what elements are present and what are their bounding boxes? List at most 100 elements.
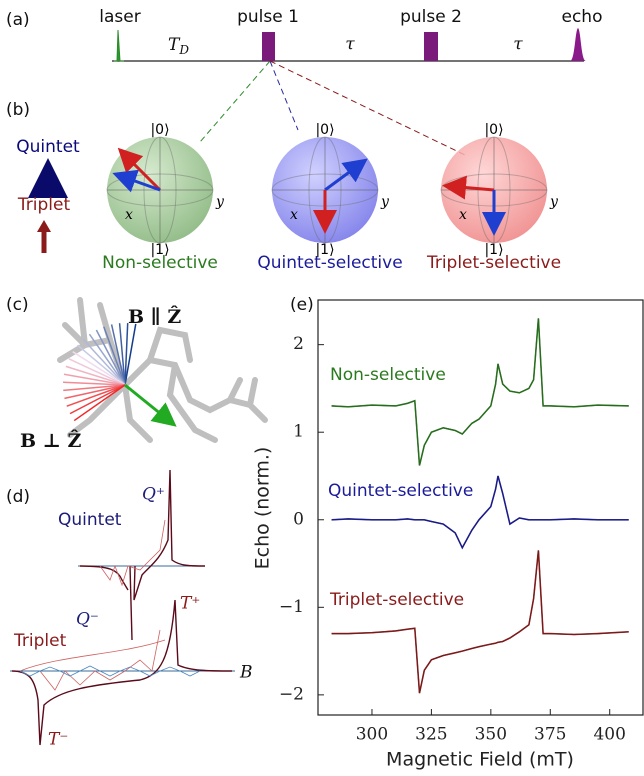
fan-ray xyxy=(118,323,126,386)
quintet-spectrum xyxy=(79,469,206,641)
delay-symbol: T xyxy=(168,35,181,55)
laser-label: laser xyxy=(99,7,140,27)
triplet-label: Triplet xyxy=(17,195,71,215)
connector xyxy=(269,60,466,156)
fit-curve xyxy=(331,550,629,694)
x-axis-letter: x xyxy=(290,207,298,223)
t-plus: T⁺ xyxy=(180,594,200,614)
x-tick-label: 350 xyxy=(475,725,507,745)
fan-ray xyxy=(66,384,126,407)
q-minus: Q⁻ xyxy=(76,610,99,630)
parallel-label: B ∥ Ẑ xyxy=(128,305,181,328)
panel-label: (b) xyxy=(6,100,30,120)
pulse-label: pulse 1 xyxy=(237,7,299,27)
y-axis-label: Echo (norm.) xyxy=(252,447,274,570)
connector xyxy=(199,60,271,143)
panel-label: (a) xyxy=(6,10,30,30)
echo-signal xyxy=(570,28,586,61)
x-tick-label: 325 xyxy=(415,725,447,745)
y-tick-label: 0 xyxy=(293,509,304,529)
panel-label: (c) xyxy=(6,295,29,315)
pulse-label: pulse 2 xyxy=(400,7,462,27)
state-arrow xyxy=(117,147,162,192)
axis-arrow xyxy=(124,383,177,427)
y-tick-label: −2 xyxy=(279,684,304,704)
blue-components xyxy=(19,665,201,677)
fan-ray xyxy=(124,323,129,386)
ket-zero: |0⟩ xyxy=(484,122,503,138)
sphere-caption: Triplet-selective xyxy=(426,253,561,273)
x-axis-label: Magnetic Field (mT) xyxy=(386,749,574,771)
x-tick-label: 300 xyxy=(356,725,388,745)
laser-pulse xyxy=(114,29,124,62)
y-axis-letter: y xyxy=(380,194,390,210)
panel-b: (b) Quintet Triplet |0⟩|1⟩xy|0⟩|1⟩xy|0⟩|… xyxy=(6,100,561,273)
state-arrow xyxy=(442,175,495,200)
fan-ray xyxy=(63,384,126,392)
tau-label: τ xyxy=(513,35,523,55)
quintet-components xyxy=(99,519,166,587)
fan-ray xyxy=(63,373,126,386)
molecule xyxy=(57,297,268,443)
panel-a: (a) laser pulse 1 pulse 2 echo TD τ τ xyxy=(6,7,603,156)
fan-ray xyxy=(73,384,126,422)
y-tick-label: 1 xyxy=(293,422,304,442)
x-tick-label: 375 xyxy=(534,725,566,745)
bloch-spheres: |0⟩ |1⟩ x y |0⟩ |1⟩ x y |0⟩ |1⟩ x y xyxy=(106,122,559,258)
delay-label: TD xyxy=(168,35,189,57)
fan-ray xyxy=(68,358,126,386)
field-label: B xyxy=(239,663,253,683)
panel-c: (c) B ∥ Ẑ B ⊥ Ẑ xyxy=(6,295,268,452)
series-label: Quintet-selective xyxy=(328,481,473,501)
fan-ray xyxy=(95,329,126,386)
fan-ray xyxy=(103,326,126,386)
pulse-2 xyxy=(424,32,438,61)
fan-ray xyxy=(82,338,126,386)
connector xyxy=(269,60,299,131)
state-arrow xyxy=(324,158,368,192)
perpendicular-label: B ⊥ Ẑ xyxy=(20,429,82,452)
quintet-label: Quintet xyxy=(58,510,122,530)
field-fan xyxy=(63,323,137,422)
fan-ray xyxy=(65,365,126,386)
y-tick-label: 2 xyxy=(293,334,304,354)
triplet-spectrum xyxy=(11,599,233,746)
tau-label: τ xyxy=(345,35,355,55)
data-curve xyxy=(331,550,629,694)
q-plus: Q⁺ xyxy=(142,485,165,505)
fan-ray xyxy=(124,323,137,386)
panel-d: (d) Quintet Triplet Q⁺ Q⁻ T⁺ T⁻ B xyxy=(6,469,253,750)
triplet-arrowhead xyxy=(37,220,51,232)
y-tick-label: −1 xyxy=(279,597,304,617)
triplet-label: Triplet xyxy=(13,631,67,651)
ket-zero: |0⟩ xyxy=(315,122,334,138)
x-axis-letter: x xyxy=(459,207,467,223)
data-curve xyxy=(331,318,629,466)
sphere-caption: Quintet-selective xyxy=(257,253,402,273)
t-minus: T⁻ xyxy=(48,730,68,750)
state-arrow xyxy=(112,169,161,193)
fan-ray xyxy=(63,381,126,386)
series-label: Non-selective xyxy=(330,365,446,385)
triplet-components xyxy=(19,629,166,691)
y-axis-letter: y xyxy=(549,194,559,210)
fan-ray xyxy=(69,384,126,415)
x-tick-label: 400 xyxy=(593,725,625,745)
panel-label: (d) xyxy=(6,487,30,507)
plot-frame xyxy=(317,299,644,716)
delay-subscript: D xyxy=(178,43,189,57)
fan-ray xyxy=(64,384,126,400)
sphere-caption: Non-selective xyxy=(102,253,218,273)
echo-label: echo xyxy=(562,7,603,27)
quintet-label: Quintet xyxy=(16,137,80,157)
fan-ray xyxy=(72,351,126,386)
fan-ray xyxy=(110,324,126,386)
panel-label: (e) xyxy=(290,295,314,315)
x-axis-letter: x xyxy=(125,207,133,223)
pulse-1 xyxy=(262,32,275,61)
ket-one: |1⟩ xyxy=(150,242,169,258)
fit-curve xyxy=(331,318,629,466)
fan-ray xyxy=(88,333,126,386)
series-label: Triplet-selective xyxy=(329,590,464,610)
